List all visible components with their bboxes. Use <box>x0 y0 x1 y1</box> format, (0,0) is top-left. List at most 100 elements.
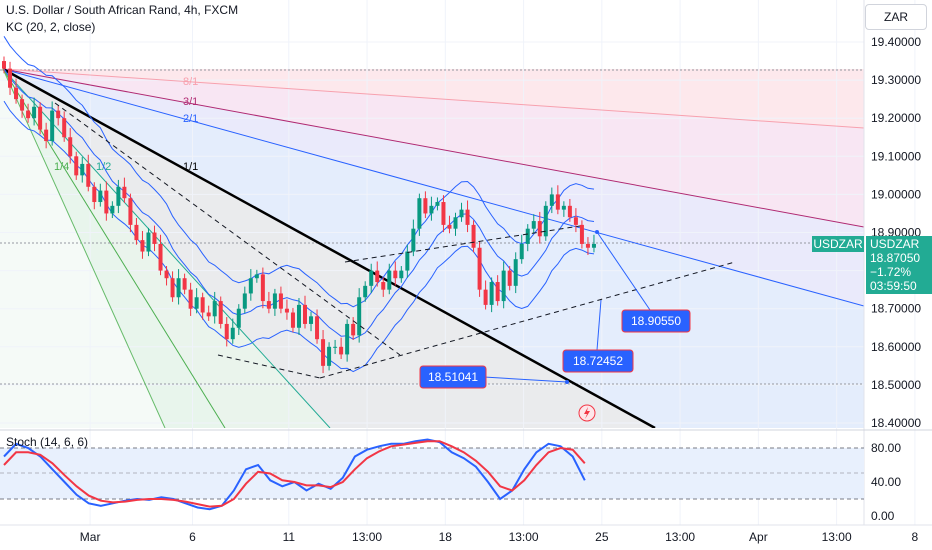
candle-body <box>387 270 392 290</box>
candle-body <box>266 301 271 309</box>
candle-body <box>321 339 326 366</box>
candle-body <box>260 274 265 302</box>
candle-body <box>303 304 307 324</box>
price-tag: 18.87050 <box>866 250 932 266</box>
candle-body <box>327 346 332 366</box>
candle-body <box>399 270 404 279</box>
candle-body <box>363 285 368 298</box>
candle-body <box>272 293 277 309</box>
candle-body <box>465 209 470 225</box>
candle-body <box>134 224 139 241</box>
candle-body <box>531 221 536 229</box>
fan-line-1-8 <box>2 68 166 428</box>
symbol-tag: USDZAR <box>866 236 932 252</box>
candle-body <box>200 297 205 313</box>
time-tick-label: 13:00 <box>822 530 852 544</box>
time-axis[interactable]: Mar 6 11 13:00 18 13:00 25 13:00 Apr 13:00 8 <box>80 530 919 544</box>
callout-dot-3 <box>565 380 569 384</box>
price-tick-label: 18.50000 <box>871 378 921 392</box>
fan-label-1-1: 1/1 <box>183 161 198 173</box>
candle-body <box>375 270 380 283</box>
callout-box-1[interactable] <box>621 309 691 333</box>
chart-title: U.S. Dollar / South African Rand, 4h, FX… <box>6 3 239 17</box>
candle-body <box>74 156 79 176</box>
price-tick-label: 18.40000 <box>871 416 921 430</box>
candle-body <box>477 247 482 290</box>
candle-body <box>218 301 223 324</box>
candle-body <box>339 346 344 355</box>
candle-body <box>92 186 97 203</box>
candle-body <box>182 278 187 290</box>
candle-body <box>513 259 518 286</box>
callout-line-3 <box>483 376 568 383</box>
candle-body <box>44 129 49 142</box>
fan-line-8-1 <box>2 68 864 129</box>
candle-body <box>591 243 596 248</box>
candle-body <box>86 163 91 187</box>
time-tick-label: 13:00 <box>509 530 539 544</box>
fan-zone-1-1 <box>3 69 864 428</box>
candle-body <box>290 312 295 328</box>
candle-body <box>68 137 73 157</box>
flash-icon-bolt <box>584 407 590 419</box>
candle-body <box>104 190 109 214</box>
callout-box-2-text: 18.72452 <box>573 354 623 368</box>
price-axis[interactable]: 19.40000 19.30000 19.20000 19.10000 19.00000… <box>871 35 921 430</box>
candle-body <box>194 297 199 309</box>
candle-body <box>453 217 458 229</box>
price-tick-label: 19.00000 <box>871 187 921 201</box>
candle-body <box>278 293 283 309</box>
callout-box-3[interactable] <box>419 365 487 389</box>
stoch-label: Stoch (14, 6, 6) <box>6 435 89 449</box>
candle-body <box>309 316 314 324</box>
candle-body <box>351 323 356 336</box>
candle-body <box>423 198 428 214</box>
kc-upper-band <box>3 36 595 308</box>
candle-body <box>284 308 289 313</box>
fan-label-3-1: 3/1 <box>183 96 198 108</box>
fan-label-2-1: 2/1 <box>183 113 198 125</box>
candle-body <box>567 205 572 218</box>
candle-body <box>230 327 235 340</box>
candle-body <box>543 205 548 237</box>
stoch-tick-label: 0.00 <box>871 509 895 523</box>
stoch-tick-label: 80.00 <box>871 441 901 455</box>
candle-body <box>236 308 241 328</box>
price-tick-label: 18.60000 <box>871 340 921 354</box>
callout-box-2[interactable] <box>562 349 634 373</box>
candle-body <box>80 163 85 176</box>
candle-body <box>212 301 217 317</box>
candle-body <box>2 61 6 69</box>
candle-body <box>561 205 566 210</box>
candle-body <box>537 221 542 237</box>
candle-body <box>579 224 584 244</box>
time-tick-label: 25 <box>595 530 609 544</box>
candle-body <box>447 224 452 229</box>
fan-label-1-4: 1/4 <box>54 161 69 173</box>
candle-body <box>573 217 578 225</box>
candle-body <box>50 110 55 142</box>
candle-body <box>555 194 560 210</box>
callout-line-2 <box>596 299 602 351</box>
candle-body <box>158 243 163 271</box>
candle-body <box>369 270 374 286</box>
stoch-tick-label: 40.00 <box>871 475 901 489</box>
candle-body <box>357 297 362 336</box>
time-tick-label: 18 <box>439 530 453 544</box>
candle-body <box>459 209 464 218</box>
candle-body <box>242 293 247 309</box>
candle-body <box>110 205 115 214</box>
time-tick-label: 11 <box>283 530 296 544</box>
symbol-badge: USDZAR <box>812 236 864 252</box>
candle-body <box>224 323 229 340</box>
candle-body <box>62 118 67 138</box>
candle-body <box>170 278 175 298</box>
currency-button[interactable]: ZAR <box>865 4 927 30</box>
callout-dot-1 <box>595 230 599 234</box>
stoch-axis: 80.00 40.00 0.00 <box>871 441 901 523</box>
candle-body <box>333 346 338 348</box>
candle-body <box>248 278 253 294</box>
price-tick-label: 19.20000 <box>871 111 921 125</box>
candle-body <box>128 198 133 225</box>
